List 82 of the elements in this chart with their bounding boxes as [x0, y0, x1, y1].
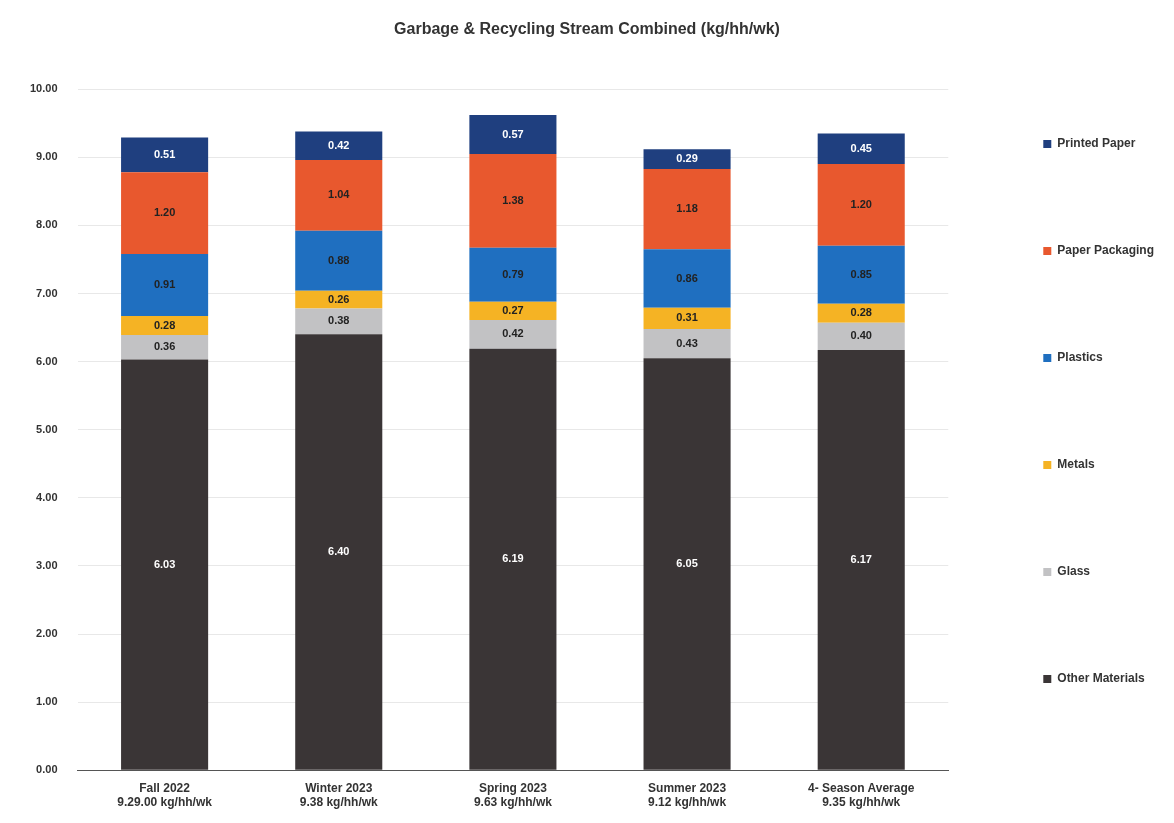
y-tick-label: 8.00 — [36, 218, 58, 231]
data-label: 1.38 — [502, 193, 524, 206]
data-label: 6.17 — [850, 552, 872, 565]
data-label: 0.38 — [328, 314, 350, 327]
bar — [121, 172, 209, 254]
legend-label: Glass — [1057, 564, 1091, 579]
bar — [121, 254, 209, 316]
y-tick-label: 2.00 — [36, 627, 58, 640]
data-label: 0.28 — [850, 306, 872, 319]
bar — [295, 308, 383, 335]
bar — [643, 328, 731, 359]
legend-label: Printed Paper — [1057, 136, 1136, 151]
y-tick-label: 1.00 — [36, 695, 58, 708]
bar — [469, 320, 557, 349]
y-tick-label: 5.00 — [36, 422, 58, 435]
data-label: 0.29 — [676, 152, 698, 165]
bar — [817, 303, 905, 323]
data-label: 0.42 — [328, 138, 350, 151]
bar — [469, 247, 557, 302]
bar — [121, 137, 209, 173]
legend-label: Other Materials — [1057, 671, 1145, 686]
data-label: 0.88 — [328, 253, 350, 266]
bar — [469, 301, 557, 321]
data-label: 6.40 — [328, 545, 350, 558]
bar — [469, 348, 557, 770]
data-label: 6.05 — [676, 556, 698, 569]
bar — [469, 153, 557, 248]
data-label: 6.03 — [153, 557, 176, 570]
data-label: 0.28 — [153, 318, 176, 331]
bar — [643, 149, 731, 169]
data-label: 0.51 — [153, 147, 176, 160]
data-label: 1.18 — [676, 202, 698, 215]
bar — [121, 335, 209, 360]
chart-title: Garbage & Recycling Stream Combined (kg/hh/wk) — [394, 20, 780, 38]
y-tick-label: 3.00 — [36, 558, 58, 571]
x-tick-label: 4- Season Average 9.35 kg/hh/wk — [807, 780, 915, 810]
data-label: 1.04 — [328, 188, 351, 201]
bar — [817, 322, 905, 351]
y-tick-label: 6.00 — [36, 354, 58, 367]
y-tick-label: 7.00 — [36, 286, 58, 299]
bar — [469, 115, 557, 154]
data-label: 1.20 — [153, 206, 176, 219]
bar — [295, 334, 383, 770]
bar — [817, 350, 905, 770]
data-label: 0.86 — [676, 271, 698, 284]
y-tick-label: 9.00 — [36, 150, 58, 163]
data-label: 0.27 — [502, 303, 524, 316]
data-label: 0.36 — [153, 340, 176, 353]
y-tick-label: 10.00 — [30, 82, 58, 95]
bar — [295, 160, 383, 231]
bar — [295, 230, 383, 291]
data-label: 0.31 — [676, 311, 698, 324]
bar — [295, 131, 383, 161]
data-label: 0.26 — [328, 292, 350, 305]
data-label: 0.91 — [153, 278, 176, 291]
x-tick-label: Winter 2023 9.38 kg/hh/wk — [299, 780, 379, 810]
bar — [643, 168, 731, 250]
data-label: 6.19 — [502, 552, 524, 565]
legend-label: Plastics — [1057, 350, 1103, 365]
data-label: 0.45 — [850, 141, 872, 154]
legend-label: Paper Packaging — [1057, 243, 1155, 258]
x-tick-label: Fall 2022 9.29.00 kg/hh/wk — [117, 780, 213, 810]
bar — [121, 359, 209, 770]
y-tick-label: 0.00 — [36, 763, 58, 776]
data-label: 0.85 — [850, 267, 872, 280]
bar — [643, 249, 731, 308]
bar — [817, 133, 905, 165]
bar — [643, 358, 731, 770]
x-tick-label: Summer 2023 9.12 kg/hh/wk — [648, 780, 727, 810]
data-label: 1.20 — [850, 198, 872, 210]
data-label: 0.57 — [502, 127, 524, 140]
bar — [817, 164, 905, 246]
data-label: 0.42 — [502, 327, 524, 340]
bar — [817, 245, 905, 304]
bar — [121, 315, 209, 336]
data-label: 0.79 — [502, 267, 524, 280]
bar — [643, 307, 731, 329]
data-label: 0.43 — [676, 336, 698, 349]
x-tick-label: Spring 2023 9.63 kg/hh/wk — [473, 780, 553, 810]
data-label: 0.40 — [850, 329, 872, 342]
legend-label: Metals — [1057, 457, 1095, 472]
y-tick-label: 4.00 — [36, 490, 58, 503]
